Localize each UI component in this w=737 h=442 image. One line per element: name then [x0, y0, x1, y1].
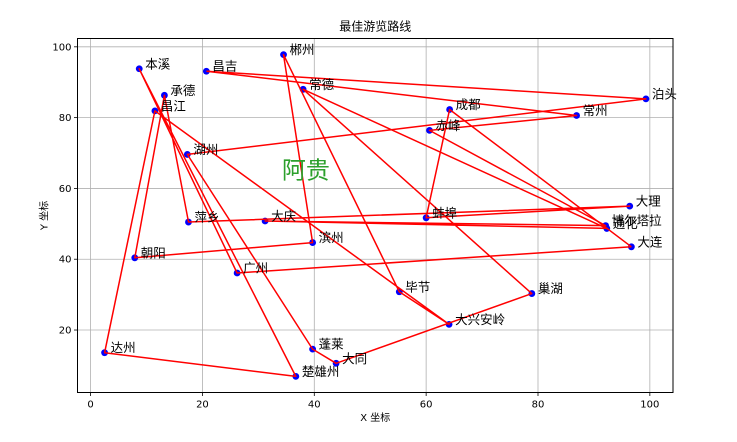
city-label: 赤峰	[435, 118, 461, 133]
city-label: 大连	[637, 234, 663, 249]
city-label: 大同	[342, 351, 367, 366]
x-tick-label: 60	[420, 400, 433, 411]
city-label: 大兴安岭	[455, 312, 505, 327]
city-label: 成都	[456, 97, 482, 112]
city-label: 昌江	[161, 98, 186, 113]
y-axis-label: Y 坐标	[39, 201, 51, 231]
city-marker	[202, 67, 210, 75]
x-axis-label: X 坐标	[360, 412, 390, 424]
x-tick-label: 40	[308, 400, 321, 411]
city-label: 郴州	[290, 42, 315, 57]
city-label: 巢湖	[538, 281, 563, 296]
y-tick-label: 100	[52, 42, 71, 53]
y-tick-label: 20	[59, 326, 72, 337]
city-label: 博尔塔拉	[612, 213, 663, 228]
city-label: 湖州	[193, 142, 218, 157]
city-label: 达州	[111, 340, 136, 355]
y-tick-label: 40	[59, 255, 72, 266]
city-label: 泊头	[652, 86, 677, 101]
city-label: 昌吉	[212, 59, 237, 74]
city-label: 楚雄州	[302, 364, 340, 379]
city-label: 大庆	[271, 208, 297, 223]
city-label: 蓬莱	[319, 337, 344, 352]
route-line	[103, 53, 632, 378]
route-lines	[103, 53, 647, 378]
city-label: 承德	[170, 83, 196, 98]
chart-title: 最佳游览路线	[339, 19, 411, 34]
city-label: 蚌埠	[432, 205, 457, 220]
grid-lines	[77, 38, 673, 393]
city-label: 常州	[583, 103, 608, 118]
annotation-text: 阿贵	[282, 157, 330, 185]
route-line	[186, 70, 647, 365]
city-label: 本溪	[145, 56, 171, 71]
city-label: 萍乡	[194, 210, 219, 225]
x-tick-label: 20	[196, 400, 209, 411]
axis-ticks: 0 20 40 60 80 100 20 40 60 80 100	[52, 42, 659, 410]
x-tick-label: 100	[640, 400, 659, 411]
city-label: 毕节	[405, 279, 430, 294]
city-label: 通化	[613, 216, 639, 231]
y-tick-label: 60	[59, 184, 72, 195]
x-tick-label: 80	[532, 400, 545, 411]
y-tick-label: 80	[59, 113, 72, 124]
x-tick-label: 0	[87, 400, 93, 411]
city-label: 广州	[243, 261, 268, 276]
city-label: 大理	[636, 194, 662, 209]
city-label: 朝阳	[141, 245, 166, 260]
axes-frame	[77, 38, 674, 393]
annotations: 阿贵	[282, 157, 330, 185]
city-label: 滨州	[319, 230, 344, 245]
city-label: 常德	[309, 77, 335, 92]
